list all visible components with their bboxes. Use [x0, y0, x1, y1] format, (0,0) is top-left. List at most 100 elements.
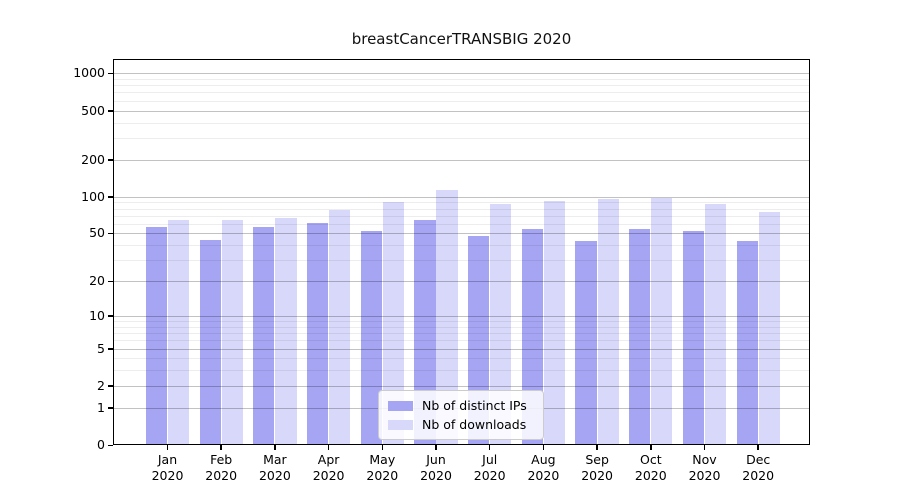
x-tick-mark-dec — [757, 445, 759, 450]
x-tick-mark-jan — [166, 445, 169, 450]
distinct-ips-swatch-icon — [388, 400, 413, 411]
y-tick-mark-5 — [108, 348, 113, 350]
x-tick-mark-sep — [596, 445, 598, 450]
downloads-swatch-icon — [388, 419, 413, 430]
chart-title: breastCancerTRANSBIG 2020 — [351, 30, 572, 48]
gridline-4 — [114, 358, 809, 360]
gridline-7 — [114, 333, 809, 335]
bar-downloads-jul — [490, 204, 512, 444]
x-tick-label-may: May 2020 — [366, 452, 399, 483]
x-tick-label-aug: Aug 2020 — [527, 452, 560, 483]
y-tick-label-1: 1 — [97, 399, 105, 415]
y-tick-label-2: 2 — [97, 377, 105, 393]
bar-downloads-feb — [221, 219, 243, 444]
x-tick-mark-jul — [488, 445, 491, 450]
y-tick-label-50: 50 — [89, 225, 105, 241]
gridline-70 — [114, 215, 809, 217]
bar-distinct-ips-jan — [145, 226, 168, 444]
legend-row-distinct-ips: Nb of distinct IPs — [388, 396, 534, 415]
y-tick-mark-100 — [108, 196, 113, 198]
x-tick-mark-feb — [220, 445, 222, 450]
x-tick-label-dec: Dec 2020 — [742, 452, 775, 483]
gridline-300 — [114, 137, 809, 139]
legend-label-distinct-ips: Nb of distinct IPs — [422, 398, 527, 413]
x-tick-mark-apr — [327, 445, 330, 450]
gridline-9 — [114, 321, 809, 323]
bar-distinct-ips-may — [360, 231, 382, 444]
gridline-600 — [114, 100, 809, 102]
y-tick-mark-50 — [108, 232, 113, 235]
gridline-6 — [114, 340, 809, 342]
x-tick-label-jun: Jun 2020 — [420, 452, 452, 483]
x-tick-label-jan: Jan 2020 — [151, 452, 184, 483]
gridline-20 — [114, 281, 809, 283]
bar-distinct-ips-dec — [736, 241, 758, 444]
plot-area — [113, 59, 810, 445]
x-tick-mark-nov — [703, 445, 706, 450]
y-tick-mark-200 — [108, 159, 113, 161]
y-tick-label-500: 500 — [81, 102, 105, 118]
gridline-5 — [114, 348, 809, 350]
y-tick-label-200: 200 — [81, 151, 105, 167]
y-tick-label-0: 0 — [97, 437, 105, 452]
bar-downloads-aug — [543, 200, 566, 444]
gridline-400 — [114, 122, 809, 124]
gridline-800 — [114, 85, 809, 87]
bar-downloads-mar — [275, 218, 297, 444]
gridline-2 — [114, 385, 809, 387]
y-tick-mark-2 — [108, 385, 113, 387]
gridline-10 — [114, 315, 809, 317]
gridline-3 — [114, 370, 809, 372]
gridline-900 — [114, 78, 809, 80]
y-tick-mark-10 — [108, 315, 113, 317]
bar-distinct-ips-mar — [253, 227, 275, 444]
gridline-500 — [114, 110, 809, 112]
y-tick-label-5: 5 — [97, 340, 105, 356]
gridline-8 — [114, 326, 809, 328]
x-tick-label-jul: Jul 2020 — [473, 452, 506, 483]
bar-distinct-ips-feb — [199, 240, 221, 444]
legend-label-downloads: Nb of downloads — [422, 417, 527, 432]
gridline-30 — [114, 260, 809, 262]
x-tick-label-mar: Mar 2020 — [258, 452, 291, 483]
y-tick-label-20: 20 — [89, 273, 105, 289]
y-tick-mark-20 — [108, 280, 113, 283]
x-tick-mark-oct — [650, 445, 652, 450]
y-tick-mark-1 — [108, 407, 113, 409]
y-tick-label-1000: 1000 — [73, 65, 105, 81]
bar-downloads-apr — [329, 209, 351, 444]
bar-distinct-ips-sep — [575, 241, 597, 444]
bar-downloads-may — [382, 202, 404, 444]
gridline-700 — [114, 92, 809, 94]
bar-downloads-sep — [597, 199, 619, 444]
x-tick-label-oct: Oct 2020 — [634, 452, 667, 483]
legend: Nb of distinct IPs Nb of downloads — [378, 390, 544, 440]
x-tick-mark-aug — [542, 445, 545, 450]
bar-downloads-nov — [704, 203, 727, 444]
gridline-90 — [114, 202, 809, 204]
gridline-80 — [114, 208, 809, 210]
bar-downloads-jun — [436, 189, 458, 444]
bar-distinct-ips-nov — [682, 231, 705, 444]
y-tick-mark-0 — [108, 444, 113, 446]
gridline-50 — [114, 233, 809, 235]
y-tick-label-10: 10 — [89, 307, 105, 323]
x-tick-label-apr: Apr 2020 — [312, 452, 345, 483]
y-tick-mark-1000 — [108, 72, 113, 75]
gridline-60 — [114, 223, 809, 225]
legend-row-downloads: Nb of downloads — [388, 415, 534, 434]
gridline-40 — [114, 245, 809, 247]
x-tick-label-sep: Sep 2020 — [581, 452, 613, 483]
x-tick-label-nov: Nov 2020 — [688, 452, 721, 483]
gridline-1000 — [114, 73, 809, 75]
y-tick-label-100: 100 — [81, 188, 105, 204]
x-tick-mark-jun — [435, 445, 437, 450]
bar-downloads-oct — [651, 197, 673, 444]
x-tick-label-feb: Feb 2020 — [205, 452, 238, 483]
x-tick-mark-mar — [274, 445, 276, 450]
gridline-200 — [114, 159, 809, 161]
bar-downloads-jan — [167, 220, 190, 444]
bar-distinct-ips-oct — [629, 229, 651, 444]
gridline-100 — [114, 196, 809, 198]
